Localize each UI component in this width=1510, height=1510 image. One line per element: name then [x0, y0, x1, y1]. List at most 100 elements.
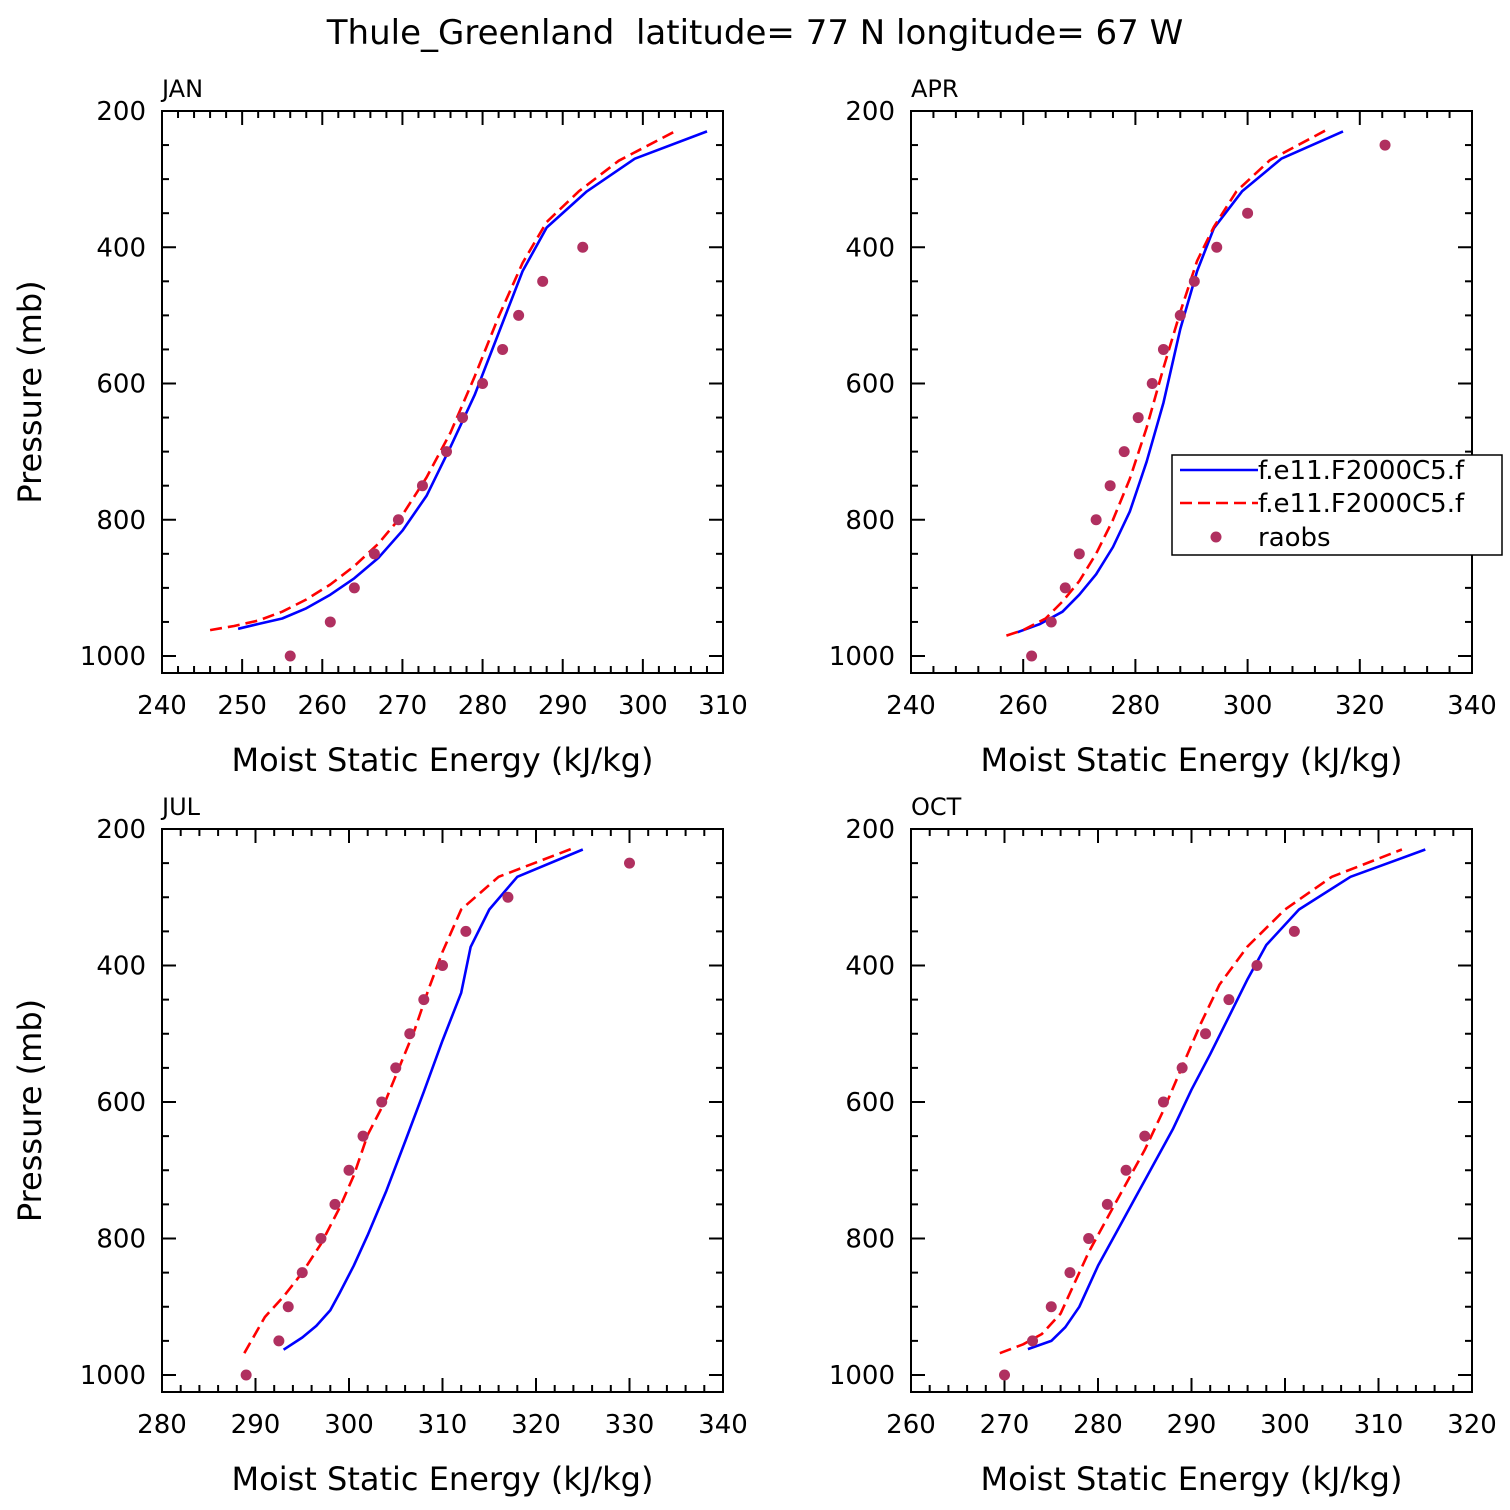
raobs-point	[416, 480, 428, 492]
legend-label: f.e11.F2000C5.f	[1258, 489, 1465, 519]
x-axis-label: Moist Static Energy (kJ/kg)	[232, 741, 654, 779]
legend: f.e11.F2000C5.ff.e11.F2000C5.f raobs	[1171, 454, 1503, 556]
series-line-solid	[1027, 848, 1426, 1351]
raobs-point	[477, 378, 489, 389]
x-tick-label: 300	[1260, 1410, 1310, 1440]
y-tick-label: 600	[96, 370, 146, 400]
y-tick-label: 600	[845, 370, 895, 400]
raobs-point	[1045, 616, 1057, 628]
raobs-point	[1157, 343, 1169, 355]
raobs-point	[999, 1369, 1010, 1381]
legend-box	[1171, 454, 1503, 556]
panel-label: OCT	[911, 793, 962, 821]
x-tick-label: 320	[1335, 691, 1385, 721]
series-raobs	[1026, 139, 1391, 662]
series-line-solid	[282, 848, 584, 1351]
y-tick-label: 800	[96, 1225, 146, 1255]
series-raobs	[284, 241, 589, 662]
panels: JAN 240 250 260 270 280 290 300 310 200 400 600 800 1…	[11, 75, 1497, 1498]
raobs-point	[1083, 1233, 1095, 1244]
raobs-point	[404, 1028, 416, 1040]
raobs-point	[1146, 378, 1158, 389]
raobs-point	[1101, 1198, 1113, 1210]
raobs-point	[240, 1369, 252, 1381]
x-tick-label: 310	[698, 691, 748, 721]
plot-frame	[161, 110, 724, 674]
y-tick-label: 600	[845, 1088, 895, 1118]
x-tick-label: 280	[1073, 1410, 1123, 1440]
raobs-point	[1073, 548, 1085, 560]
x-tick-label: 320	[1447, 1410, 1497, 1440]
y-tick-label: 1000	[80, 1361, 146, 1391]
raobs-point	[368, 548, 380, 560]
raobs-point	[1120, 1164, 1132, 1176]
raobs-point	[497, 343, 509, 355]
panel-label: APR	[911, 75, 959, 103]
plot-frame	[910, 828, 1473, 1393]
y-tick-label: 400	[96, 952, 146, 982]
raobs-point	[1026, 650, 1038, 662]
series-line-dashed	[999, 848, 1403, 1355]
raobs-point	[1242, 207, 1254, 219]
panel-jan: JAN 240 250 260 270 280 290 300 310 200 400 600 800 1…	[11, 75, 748, 779]
y-tick-label: 400	[96, 233, 146, 263]
y-tick-label: 600	[96, 1088, 146, 1118]
raobs-point	[1118, 446, 1130, 458]
raobs-point	[273, 1335, 285, 1347]
x-tick-label: 260	[886, 1410, 936, 1440]
x-tick-label: 320	[511, 1410, 561, 1440]
x-tick-label: 340	[698, 1410, 748, 1440]
raobs-point	[513, 309, 525, 321]
legend-marker	[1210, 531, 1222, 543]
x-tick-label: 300	[324, 1410, 374, 1440]
x-axis-label: Moist Static Energy (kJ/kg)	[981, 1460, 1403, 1498]
series-line-solid	[1017, 130, 1344, 634]
y-tick-label: 400	[845, 952, 895, 982]
raobs-point	[376, 1096, 388, 1108]
x-tick-label: 240	[886, 691, 936, 721]
x-tick-label: 280	[137, 1410, 187, 1440]
legend-label: f.e11.F2000C5.f	[1258, 456, 1465, 486]
raobs-point	[441, 446, 453, 458]
raobs-point	[296, 1267, 308, 1279]
raobs-point	[624, 857, 635, 869]
raobs-point	[1139, 1130, 1151, 1142]
y-axis-label: Pressure (mb)	[11, 999, 49, 1222]
panel-apr: APR 240 260 280 300 320 340 200 400 600 800 1000 Moi…	[829, 75, 1497, 779]
raobs-point	[457, 412, 469, 424]
raobs-point	[1379, 139, 1391, 151]
x-tick-label: 300	[618, 691, 668, 721]
series-line-dashed	[243, 846, 574, 1354]
raobs-point	[357, 1130, 369, 1142]
raobs-point	[1251, 960, 1263, 971]
raobs-point	[390, 1062, 402, 1074]
x-tick-label: 330	[605, 1410, 655, 1440]
x-tick-label: 300	[1223, 691, 1273, 721]
raobs-point	[577, 241, 589, 253]
panel-label: JAN	[160, 75, 203, 103]
raobs-point	[502, 891, 514, 903]
raobs-point	[348, 582, 360, 594]
y-tick-label: 200	[96, 97, 146, 127]
plot-frame	[161, 828, 724, 1393]
y-tick-label: 1000	[80, 642, 146, 672]
series-line-solid	[237, 130, 708, 631]
x-tick-label: 290	[538, 691, 588, 721]
raobs-point	[1090, 514, 1102, 526]
raobs-point	[1211, 241, 1223, 253]
plot-frame	[910, 110, 1473, 674]
raobs-point	[1176, 1062, 1188, 1074]
x-tick-label: 340	[1447, 691, 1497, 721]
raobs-point	[460, 925, 472, 937]
raobs-point	[1174, 309, 1186, 321]
legend-label: raobs	[1258, 523, 1331, 553]
raobs-point	[284, 650, 296, 662]
panel-jul: JUL 280 290 300 310 320 330 340 200 400 600 800 1000…	[11, 793, 748, 1498]
y-tick-label: 1000	[829, 1361, 895, 1391]
raobs-point	[1157, 1096, 1169, 1108]
raobs-point	[1200, 1028, 1212, 1040]
raobs-point	[324, 616, 336, 628]
x-tick-label: 310	[1354, 1410, 1404, 1440]
x-axis-label: Moist Static Energy (kJ/kg)	[232, 1460, 654, 1498]
